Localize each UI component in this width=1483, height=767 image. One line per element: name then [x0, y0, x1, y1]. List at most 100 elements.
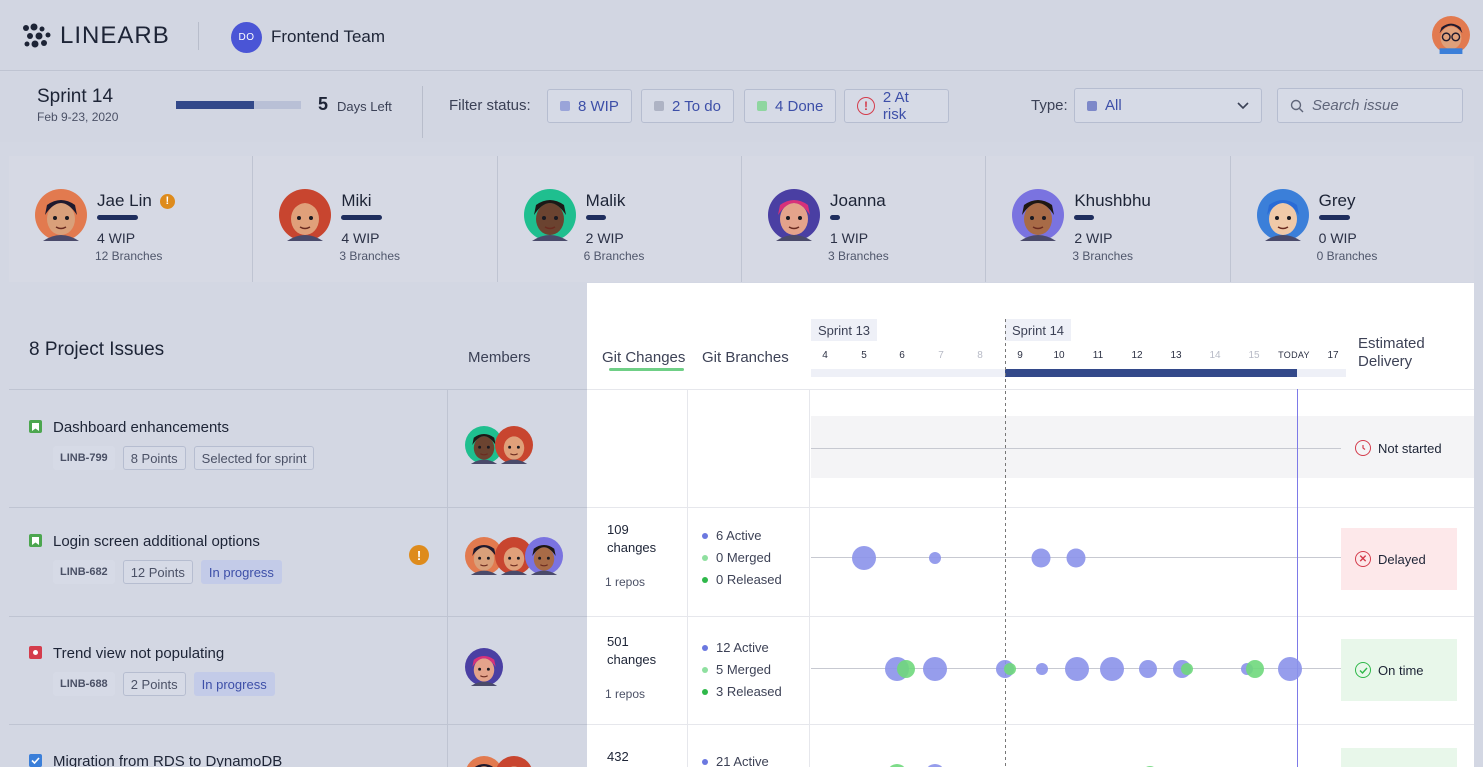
timeline-tick: 13: [1170, 350, 1182, 361]
warning-icon[interactable]: !: [159, 193, 175, 209]
filter-chip-label: 2 At risk: [882, 89, 909, 123]
issue-title[interactable]: Trend view not populating: [53, 645, 225, 662]
sprint-title[interactable]: Sprint 14: [37, 86, 114, 107]
member-card[interactable]: Malik 2 WIP 6 Branches: [498, 156, 742, 282]
timeline-line: [811, 557, 1341, 558]
divider: [587, 724, 1474, 725]
days-left-count: 5: [318, 94, 329, 114]
divider: [587, 507, 1474, 508]
branch-stats: 21 Active: [702, 751, 769, 767]
issue-tags: LINB-799 8 Points Selected for sprint: [53, 446, 315, 470]
brand-logo[interactable]: LINEARB: [22, 22, 170, 50]
issue-members[interactable]: [465, 756, 532, 767]
dot-icon: [702, 644, 708, 651]
active-branches: 12 Active: [702, 637, 782, 659]
member-branches: 0 Branches: [1316, 249, 1378, 263]
delivery-status-delayed: ✕ Delayed: [1341, 528, 1457, 590]
timeline-tick: 7: [938, 350, 944, 361]
sprint-dates: Feb 9-23, 2020: [37, 110, 119, 124]
dot-icon: [702, 758, 708, 765]
alert-icon: !: [857, 97, 875, 115]
issue-members[interactable]: [465, 648, 503, 686]
type-select[interactable]: All: [1074, 88, 1262, 123]
timeline-tick: 10: [1053, 350, 1065, 361]
timeline-tick: 4: [822, 350, 828, 361]
issue-key[interactable]: LINB-799: [53, 446, 115, 470]
member-card[interactable]: Joanna 1 WIP 3 Branches: [742, 156, 987, 282]
member-name-label: Joanna: [829, 191, 886, 210]
filter-status-label: Filter status:: [449, 97, 531, 114]
team-badge[interactable]: DO: [231, 22, 262, 53]
bug-icon: [29, 646, 42, 659]
divider: [587, 389, 1474, 390]
active-branches: 21 Active: [702, 751, 769, 767]
member-card[interactable]: Khushbhu 2 WIP 3 Branches: [986, 156, 1231, 282]
filter-chip-todo[interactable]: 2 To do: [641, 89, 734, 123]
member-card[interactable]: Miki 4 WIP 3 Branches: [253, 156, 498, 282]
sprint-progress-bar: [176, 101, 301, 109]
member-avatar-icon: [495, 426, 533, 464]
issue-key[interactable]: LINB-682: [53, 560, 115, 584]
member-name: Grey: [1319, 191, 1356, 211]
repos-count: 1 repos: [605, 575, 646, 589]
avatar: [279, 189, 332, 241]
active-tab-underline: [609, 368, 684, 371]
merged-branches: 0 Merged: [702, 547, 782, 569]
search-icon: [1290, 99, 1304, 112]
wip-bar: [1318, 215, 1350, 220]
issue-title[interactable]: Login screen additional options: [53, 533, 260, 550]
filter-chip-at-risk[interactable]: ! 2 At risk: [844, 89, 949, 123]
member-avatar-icon: [466, 756, 502, 767]
issue-key[interactable]: LINB-688: [53, 672, 115, 696]
timeline-tick: TODAY: [1278, 350, 1310, 360]
delivery-label: Delayed: [1378, 551, 1426, 567]
filter-chip-done[interactable]: 4 Done: [744, 89, 837, 123]
git-branches-tab[interactable]: Git Branches: [702, 349, 789, 366]
wip-bar: [97, 215, 138, 220]
divider: [9, 389, 587, 390]
sprint-13-label: Sprint 13: [811, 319, 878, 341]
wip-bar: [1074, 215, 1095, 220]
released-branches: 3 Released: [702, 681, 782, 703]
filter-chip-label: 8 WIP: [578, 97, 619, 115]
team-name[interactable]: Frontend Team: [271, 27, 386, 46]
merged-branches: 5 Merged: [702, 659, 782, 681]
member-wip: 4 WIP: [341, 230, 380, 246]
dot-icon: [702, 666, 708, 673]
filter-chip-label: 2 To do: [672, 97, 721, 115]
member-card[interactable]: Jae Lin! 4 WIP 12 Branches: [9, 156, 254, 282]
issue-title[interactable]: Dashboard enhancements: [53, 419, 229, 436]
branch-stats: 12 Active 5 Merged 3 Released: [702, 637, 782, 703]
member-name-label: Miki: [341, 191, 372, 210]
issue-title[interactable]: Migration from RDS to DynamoDB: [53, 753, 283, 767]
clock-icon: [1355, 440, 1371, 456]
issue-members[interactable]: [465, 426, 533, 464]
warning-icon[interactable]: !: [409, 545, 429, 565]
filter-chip-label: 4 Done: [775, 97, 824, 115]
filter-chip-wip[interactable]: 8 WIP: [547, 89, 632, 123]
search-input[interactable]: Search issue: [1277, 88, 1463, 123]
divider: [447, 389, 448, 767]
timeline-tick: 5: [861, 350, 867, 361]
git-changes-tab[interactable]: Git Changes: [602, 349, 686, 366]
member-card[interactable]: Grey 0 WIP 0 Branches: [1231, 156, 1474, 282]
divider: [587, 616, 1474, 617]
branch-stats: 6 Active 0 Merged 0 Released: [702, 525, 782, 591]
avatar: [1256, 189, 1309, 241]
active-branches: 6 Active: [702, 525, 782, 547]
user-avatar-icon[interactable]: [1432, 16, 1470, 54]
members-row: Jae Lin! 4 WIP 12 Branches Miki 4 WIP 3 Branc…: [9, 156, 1474, 282]
story-icon: [29, 534, 42, 547]
dot-icon: [702, 532, 708, 539]
avatar: [35, 189, 87, 241]
repos-count: 1 repos: [605, 687, 646, 701]
issue-status: In progress: [193, 672, 275, 696]
timeline-tick: 17: [1327, 350, 1339, 361]
issue-members[interactable]: [465, 537, 563, 575]
sprint-progress-fill: [176, 101, 254, 109]
check-circle-icon: [1355, 662, 1371, 678]
member-avatar-icon: [495, 537, 533, 575]
delivery-label: On time: [1378, 662, 1424, 678]
member-name: Khushbhu: [1074, 191, 1151, 211]
brand-name: LINEARB: [60, 22, 170, 49]
